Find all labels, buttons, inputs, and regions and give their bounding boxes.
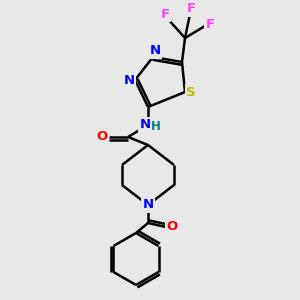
Text: F: F xyxy=(206,19,214,32)
Text: O: O xyxy=(96,130,108,143)
Text: N: N xyxy=(149,44,161,58)
Text: F: F xyxy=(160,8,169,20)
Text: H: H xyxy=(151,121,161,134)
Text: N: N xyxy=(123,74,135,86)
Text: O: O xyxy=(167,220,178,233)
Text: F: F xyxy=(186,2,196,16)
Text: N: N xyxy=(140,118,151,131)
Text: N: N xyxy=(142,199,154,212)
Text: S: S xyxy=(186,85,196,98)
